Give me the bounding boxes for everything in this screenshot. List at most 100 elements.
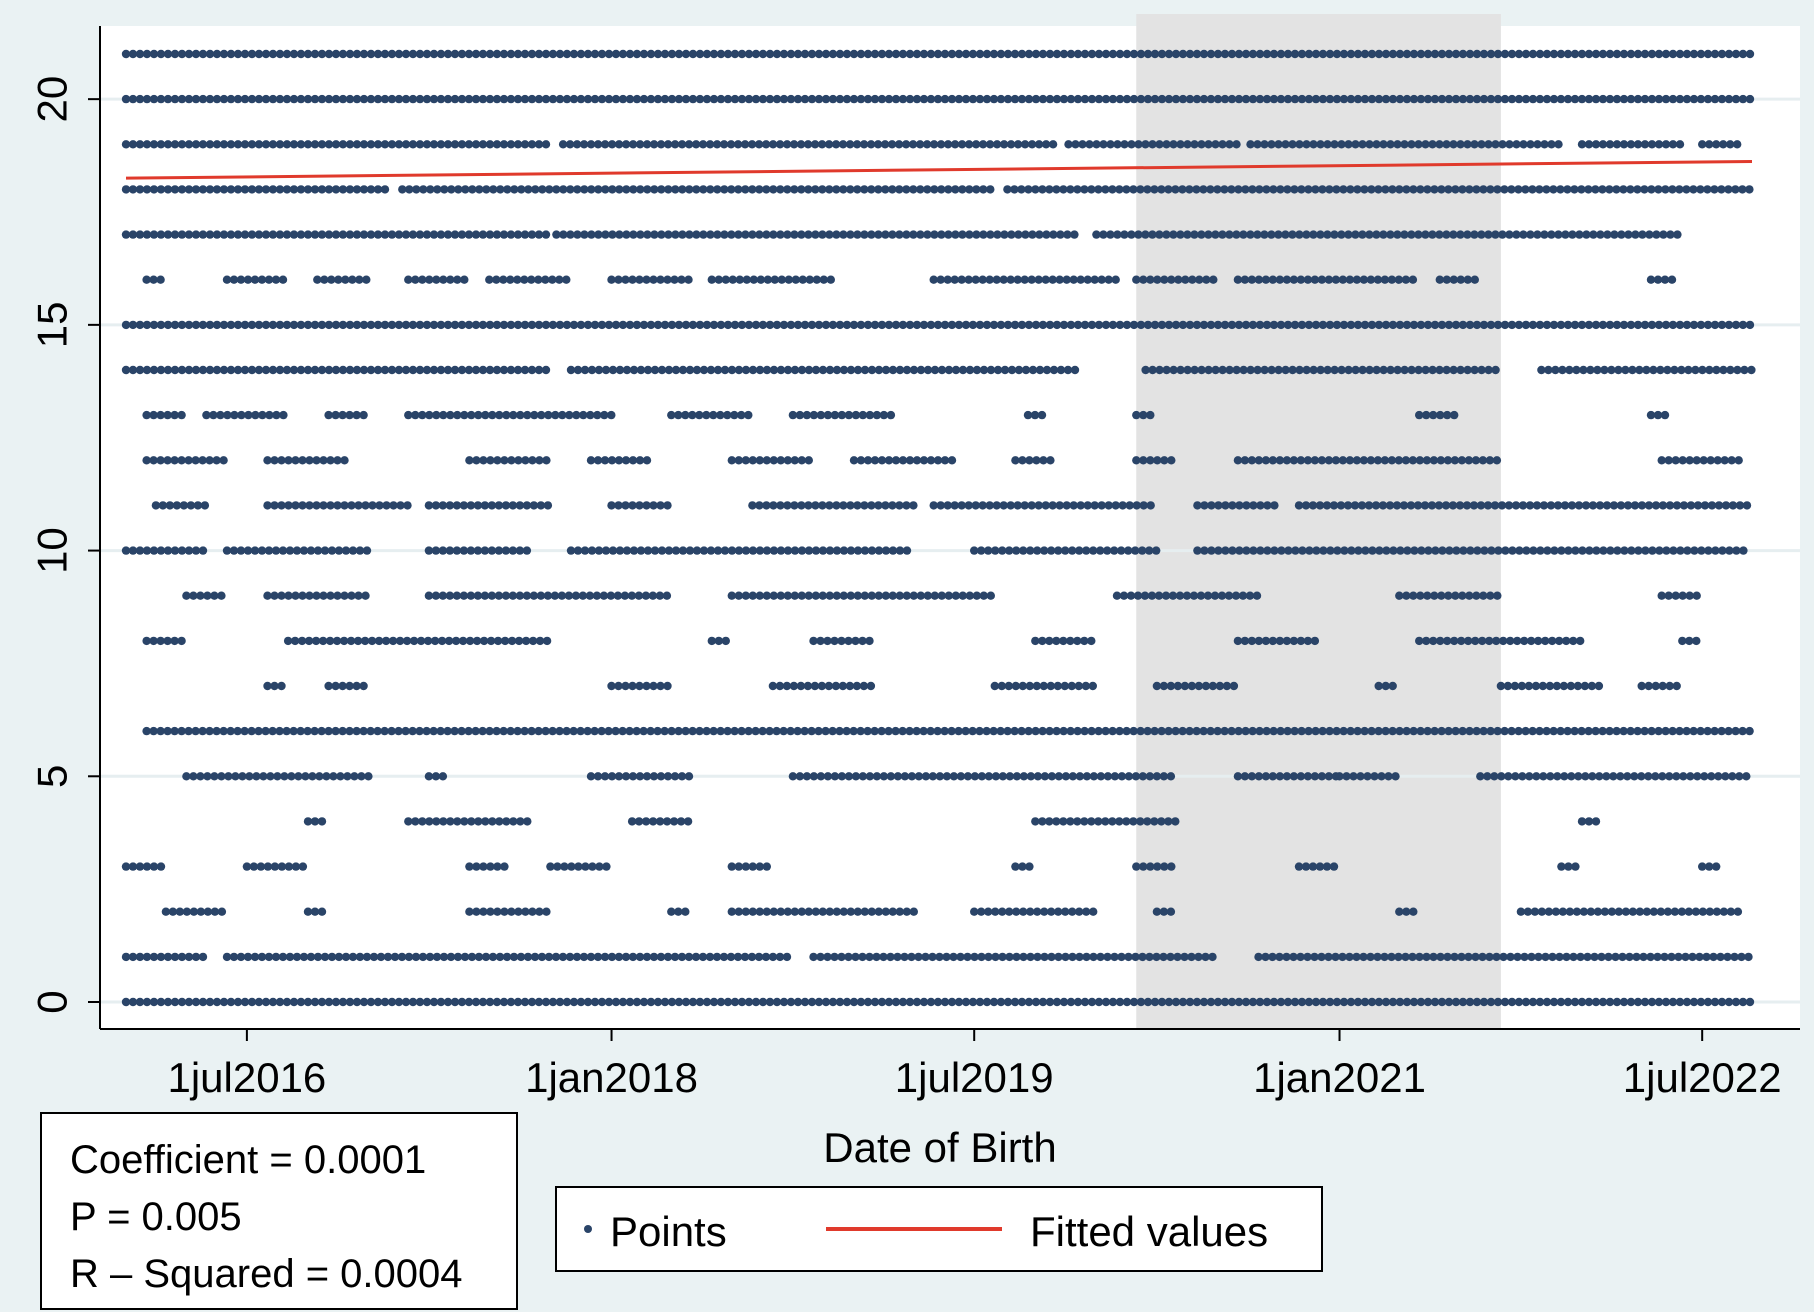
data-point: [580, 365, 590, 375]
data-point: [1527, 636, 1536, 646]
data-point: [1024, 49, 1034, 59]
data-point: [142, 546, 152, 555]
data-point: [1012, 772, 1022, 781]
data-point: [135, 546, 145, 555]
data-point: [324, 997, 334, 1007]
data-point: [957, 275, 966, 284]
data-point: [499, 320, 509, 330]
data-point: [1657, 591, 1666, 600]
data-point: [1402, 320, 1412, 330]
data-point: [881, 591, 890, 600]
data-point: [628, 140, 638, 149]
data-point: [853, 591, 862, 600]
data-point: [219, 365, 229, 375]
data-point: [348, 546, 358, 555]
data-point: [1019, 907, 1028, 916]
data-point: [285, 952, 295, 962]
data-point: [1089, 952, 1098, 962]
data-point: [1329, 862, 1339, 871]
data-point: [1260, 230, 1269, 239]
data-point: [373, 49, 383, 59]
data-point: [1122, 726, 1131, 736]
data-point: [1670, 365, 1679, 375]
data-point: [205, 185, 215, 194]
data-point: [1240, 456, 1250, 465]
data-point: [292, 952, 302, 962]
data-point: [1692, 591, 1701, 600]
data-point: [1479, 591, 1488, 600]
data-point: [478, 230, 488, 239]
data-point: [499, 140, 509, 149]
data-point: [212, 185, 222, 194]
data-point: [1480, 546, 1489, 555]
data-point: [1365, 365, 1374, 375]
data-point: [198, 320, 208, 330]
data-point: [493, 636, 503, 646]
data-point: [1220, 320, 1230, 330]
data-point: [471, 997, 481, 1007]
data-point: [558, 140, 568, 149]
data-point: [1150, 49, 1160, 59]
data-point: [177, 410, 186, 420]
data-point: [1200, 501, 1209, 510]
data-point: [1059, 997, 1069, 1007]
data-point: [614, 501, 623, 510]
data-point: [909, 501, 918, 510]
data-point: [734, 546, 744, 555]
data-point: [915, 140, 925, 149]
data-point: [271, 275, 281, 284]
data-point: [312, 456, 321, 465]
data-point: [1025, 456, 1034, 465]
data-point: [345, 410, 354, 420]
data-point: [601, 230, 610, 239]
data-point: [1712, 140, 1721, 149]
data-point: [471, 49, 481, 59]
data-point: [961, 94, 971, 104]
data-point: [1415, 410, 1424, 420]
data-point: [1045, 49, 1055, 59]
data-point: [1080, 320, 1090, 330]
data-point: [797, 365, 807, 375]
data-point: [1352, 456, 1362, 465]
data-point: [1164, 817, 1173, 826]
data-point: [432, 410, 441, 420]
data-point: [982, 49, 992, 59]
data-point: [797, 456, 806, 465]
data-point: [418, 410, 427, 420]
data-point: [1518, 501, 1528, 510]
data-point: [1146, 456, 1155, 465]
data-point: [1621, 365, 1630, 375]
data-point: [429, 365, 439, 375]
data-point: [261, 320, 271, 330]
data-point: [1421, 230, 1430, 239]
data-point: [233, 140, 243, 149]
data-point: [298, 456, 307, 465]
data-point: [1605, 94, 1615, 104]
data-point: [158, 501, 168, 510]
data-point: [135, 94, 145, 104]
data-point: [1374, 49, 1384, 59]
data-point: [853, 907, 862, 916]
data-point: [1005, 546, 1014, 555]
data-point: [191, 140, 201, 149]
data-point: [643, 230, 652, 239]
data-point: [867, 501, 876, 510]
data-point: [1728, 501, 1738, 510]
data-point: [499, 230, 509, 239]
y-tick-label: 5: [29, 765, 76, 788]
data-point: [1076, 275, 1085, 284]
data-point: [1324, 456, 1334, 465]
data-point: [653, 726, 662, 736]
data-point: [930, 591, 939, 600]
data-point: [1700, 501, 1710, 510]
data-point: [1162, 140, 1171, 149]
data-point: [142, 320, 152, 330]
data-point: [695, 726, 704, 736]
data-point: [828, 94, 838, 104]
data-point: [1556, 94, 1566, 104]
data-point: [1241, 726, 1250, 736]
data-point: [1422, 636, 1431, 646]
data-point: [1631, 230, 1640, 239]
data-point: [933, 456, 943, 465]
data-point: [844, 952, 853, 962]
